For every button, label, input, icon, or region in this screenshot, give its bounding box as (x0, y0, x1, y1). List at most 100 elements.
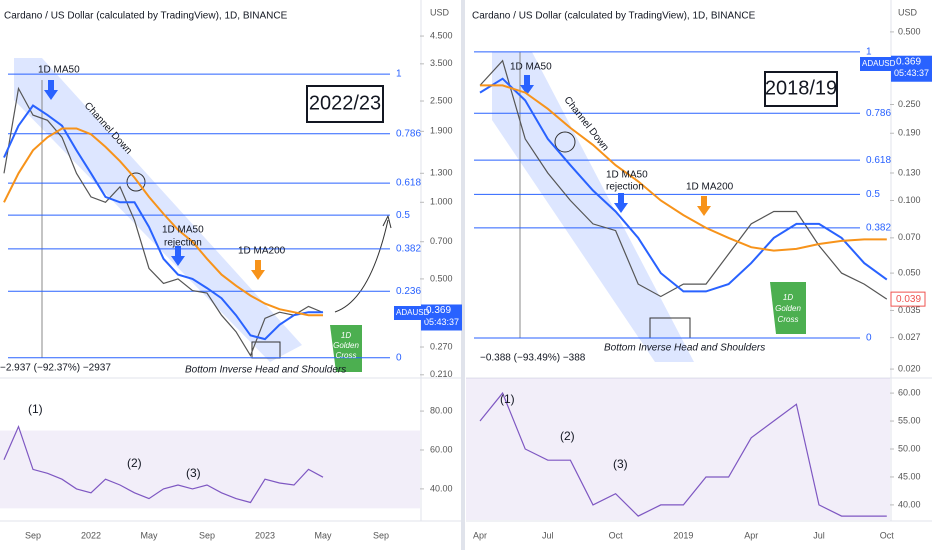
y-tick-label: 0.270 (430, 341, 453, 351)
fib-label: 0.618 (396, 178, 421, 189)
rsi-tick-label: 40.00 (430, 483, 453, 493)
symbol-label: ADAUSD (396, 308, 430, 317)
rsi-band (0, 430, 420, 509)
price-label-box (421, 304, 462, 331)
symbol-label: ADAUSD (862, 59, 896, 68)
annotation: 1D MA50 (510, 62, 552, 73)
annotation: rejection (164, 238, 202, 249)
rsi-tick-label: 80.00 (430, 405, 453, 415)
x-tick-label: May (314, 530, 332, 540)
y-tick-label: 0.035 (898, 305, 921, 315)
annotation: 1D (783, 293, 793, 302)
y-tick-label: 0.050 (898, 267, 921, 277)
y-tick-label: 1.900 (430, 126, 453, 136)
series-line (3, 104, 323, 341)
rsi-tick-label: 40.00 (898, 499, 921, 509)
price-label-box (891, 55, 932, 82)
x-tick-label: Apr (744, 530, 758, 540)
annotation: 1D (341, 331, 351, 340)
y-tick-label: 0.500 (430, 273, 453, 283)
close-label: 0.039 (896, 294, 921, 305)
x-tick-label: Sep (373, 530, 389, 540)
rsi-band (466, 378, 890, 520)
fib-label: 0 (866, 333, 872, 344)
series-line (3, 127, 323, 317)
arrow-down (44, 80, 58, 100)
tag-box (764, 71, 838, 107)
annotation: Cross (336, 351, 357, 360)
chart-layer: Cardano / US Dollar (calculated by Tradi… (0, 7, 932, 540)
arrow-down (614, 193, 628, 213)
fib-label: 0.786 (866, 108, 891, 119)
rsi-tick-label: 55.00 (898, 415, 921, 425)
annotation: (3) (613, 457, 628, 471)
circle-marker (554, 131, 576, 153)
annotation: −2.937 (−92.37%) −2937 (0, 363, 111, 374)
fib-label: 0.786 (396, 128, 421, 139)
annotation: (3) (186, 466, 201, 480)
rsi-tick-label: 45.00 (898, 471, 921, 481)
rsi-tick-label: 60.00 (898, 387, 921, 397)
y-tick-label: 1.300 (430, 168, 453, 178)
rsi-tick-label: 50.00 (898, 443, 921, 453)
y-tick-label: 0.100 (898, 195, 921, 205)
x-tick-label: Oct (609, 530, 624, 540)
chart-title: Cardano / US Dollar (calculated by Tradi… (4, 11, 288, 22)
rsi-line (479, 391, 887, 517)
annotation: Bottom Inverse Head and Shoulders (604, 343, 765, 354)
annotation: −0.388 (−93.49%) −388 (480, 353, 586, 364)
fib-label: 0.5 (396, 210, 410, 221)
rsi-tick-label: 60.00 (430, 444, 453, 454)
fib-label: 0.5 (866, 189, 880, 200)
y-tick-label: 0.210 (430, 369, 453, 379)
y-tick-label: 3.500 (430, 58, 453, 68)
x-tick-label: Sep (25, 530, 41, 540)
tag-box (306, 85, 384, 123)
chart-title: Cardano / US Dollar (calculated by Tradi… (472, 11, 756, 22)
annotation: (1) (500, 392, 515, 406)
currency-label: USD (898, 7, 918, 17)
annotation: Golden (333, 341, 359, 350)
countdown: 05:43:37 (424, 317, 459, 327)
price-label: 0.369 (426, 305, 451, 316)
y-tick-label: 0.070 (898, 232, 921, 242)
series-line (479, 59, 888, 300)
symbol-box (860, 57, 892, 71)
annotation: 1D MA50 (606, 170, 648, 181)
fib-label: 1 (866, 47, 872, 58)
period-tag: 2018/19 (765, 77, 837, 99)
fib-label: 0.382 (866, 223, 891, 234)
y-tick-label: 0.700 (430, 236, 453, 246)
annotation: Bottom Inverse Head and Shoulders (185, 365, 346, 376)
fib-label: 0.236 (396, 286, 421, 297)
annotation: (2) (560, 429, 575, 443)
price-label: 0.369 (896, 56, 921, 67)
fib-label: 0 (396, 352, 402, 363)
annotation: Golden (775, 304, 801, 313)
annotation: 1D MA50 (38, 65, 80, 76)
x-tick-label: 2023 (255, 530, 275, 540)
arrow-down (171, 246, 185, 266)
period-tag: 2022/23 (309, 92, 381, 114)
x-tick-label: 2022 (81, 530, 101, 540)
annotation: 1D MA200 (686, 182, 734, 193)
fib-label: 0.618 (866, 155, 891, 166)
arrow-down (251, 260, 265, 280)
y-tick-label: 1.000 (430, 197, 453, 207)
x-tick-label: Oct (880, 530, 895, 540)
y-tick-label: 2.500 (430, 95, 453, 105)
currency-label: USD (430, 7, 450, 17)
annotation: (1) (28, 402, 43, 416)
series-line (479, 77, 888, 293)
series-line (480, 84, 887, 252)
arrow-down (697, 196, 711, 216)
annotation: Cross (778, 315, 799, 324)
close-label-box (890, 291, 926, 307)
fib-label: 1 (396, 69, 402, 80)
y-tick-label: 0.250 (898, 99, 921, 109)
x-tick-label: Jul (813, 530, 825, 540)
y-tick-label: 0.020 (898, 363, 921, 373)
x-tick-label: Apr (473, 530, 487, 540)
callout (330, 325, 362, 372)
